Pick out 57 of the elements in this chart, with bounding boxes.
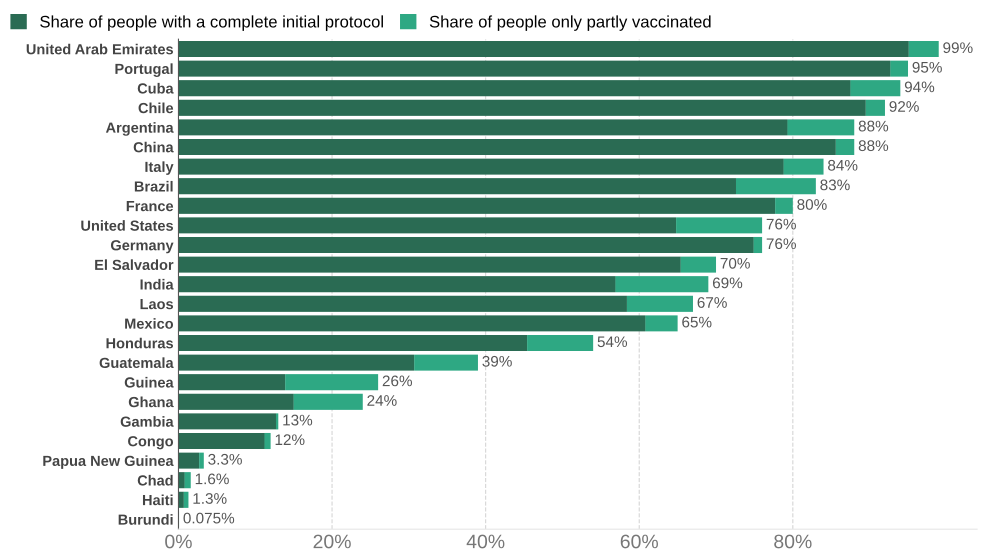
total-label: 88% xyxy=(858,120,888,132)
x-tick-label: 40% xyxy=(466,534,504,548)
total-label: 95% xyxy=(912,62,942,73)
total-label: 1.6% xyxy=(196,473,229,484)
y-tick-label: Chile xyxy=(138,102,174,114)
total-label: 24% xyxy=(367,395,397,406)
total-label: 88% xyxy=(858,140,888,152)
total-label: 70% xyxy=(720,258,750,269)
y-tick-label: Haiti xyxy=(142,494,173,506)
y-tick-label: Burundi xyxy=(118,514,173,525)
y-tick-label: Laos xyxy=(140,299,174,310)
legend-label: Share of people only partly vaccinated xyxy=(430,15,711,31)
total-label: 39% xyxy=(482,356,512,367)
y-tick-label: Brazil xyxy=(134,180,173,192)
x-tick-label: 80% xyxy=(774,534,812,548)
y-tick-label: Guatemala xyxy=(100,357,174,368)
total-label: 65% xyxy=(682,316,712,328)
y-tick-label: India xyxy=(140,278,174,290)
total-label: 67% xyxy=(698,297,727,308)
total-label: 76% xyxy=(766,238,796,250)
y-tick-label: Papua New Guinea xyxy=(43,455,174,469)
y-tick-label: Italy xyxy=(145,161,174,175)
total-label: 54% xyxy=(598,336,628,348)
total-label: 80% xyxy=(797,199,827,210)
total-label: 3.3% xyxy=(208,454,242,465)
x-tick-label: 0% xyxy=(165,534,192,548)
total-label: 83% xyxy=(820,179,850,190)
total-label: 99% xyxy=(943,42,973,54)
y-tick-label: France xyxy=(126,201,174,212)
y-tick-label: Germany xyxy=(110,240,174,254)
y-tick-label: Portugal xyxy=(115,63,173,77)
legend-label: Share of people with a complete initial protocol xyxy=(40,15,383,31)
y-tick-label: China xyxy=(134,142,174,152)
y-tick-label: Argentina xyxy=(106,122,174,136)
y-tick-label: Chad xyxy=(138,474,173,486)
y-tick-label: United States xyxy=(81,220,174,231)
y-tick-label: Gambia xyxy=(120,416,174,427)
total-label: 76% xyxy=(766,218,796,230)
x-tick-label: 20% xyxy=(314,534,351,548)
y-tick-label: Ghana xyxy=(128,396,174,408)
total-label: 13% xyxy=(283,414,312,426)
y-tick-label: Cuba xyxy=(138,82,174,94)
y-tick-label: United Arab Emirates xyxy=(26,44,174,54)
x-tick-label: 60% xyxy=(620,534,658,548)
total-label: 1.3% xyxy=(193,493,227,504)
total-label: 12% xyxy=(276,434,304,446)
total-label: 26% xyxy=(382,375,412,386)
y-tick-label: Mexico xyxy=(125,318,174,329)
total-label: 92% xyxy=(890,101,919,112)
total-label: 94% xyxy=(904,81,934,92)
y-tick-label: El Salvador xyxy=(95,259,174,270)
y-tick-label: Honduras xyxy=(106,338,174,348)
total-label: 0.075% xyxy=(183,512,234,524)
y-tick-label: Congo xyxy=(128,436,174,450)
total-label: 69% xyxy=(712,277,742,288)
y-tick-label: Guinea xyxy=(124,376,174,388)
total-label: 84% xyxy=(828,160,858,171)
